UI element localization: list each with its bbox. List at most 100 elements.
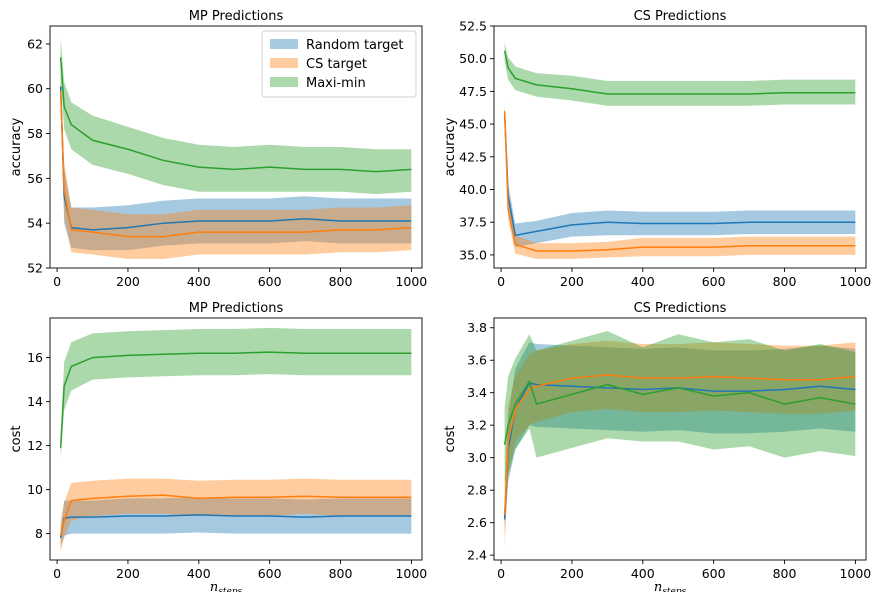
y-tick: 52.5 xyxy=(459,19,494,34)
x-tick: 800 xyxy=(329,268,352,289)
line-maxi-min xyxy=(503,50,856,95)
line-cs-target xyxy=(59,494,412,536)
x-tick: 0 xyxy=(53,560,61,581)
x-tick-label: 1000 xyxy=(839,274,871,289)
y-tick-label: 16 xyxy=(27,350,43,365)
y-tick-label: 40.0 xyxy=(459,182,487,197)
x-tick-label: 1000 xyxy=(395,274,427,289)
line-random-target xyxy=(59,514,412,539)
legend-label: CS target xyxy=(306,57,367,72)
x-tick-label: 400 xyxy=(187,274,211,289)
y-tick-label: 58 xyxy=(27,126,43,141)
x-axis-label: nsteps xyxy=(654,580,687,592)
line-maxi-min xyxy=(59,351,412,448)
plot-area xyxy=(59,37,412,260)
x-tick-label: 400 xyxy=(631,566,655,581)
y-axis-label: accuracy xyxy=(9,117,24,176)
y-tick: 3.8 xyxy=(467,320,494,335)
y-tick: 62 xyxy=(27,36,50,51)
x-tick: 200 xyxy=(560,268,584,289)
band-cs-target xyxy=(504,103,856,259)
x-tick-label: 0 xyxy=(497,274,505,289)
x-tick: 1000 xyxy=(839,268,871,289)
axes-frame xyxy=(49,25,423,269)
line-maxi-min xyxy=(503,379,856,445)
legend-swatch xyxy=(270,39,298,49)
legend-label: Random target xyxy=(306,38,403,53)
x-tick: 200 xyxy=(116,268,140,289)
y-tick-label: 47.5 xyxy=(459,84,487,99)
y-axis-label: accuracy xyxy=(443,117,458,176)
x-tick-label: 400 xyxy=(187,566,211,581)
y-tick-label: 2.8 xyxy=(467,483,487,498)
legend-label: Maxi-min xyxy=(306,76,366,91)
x-tick: 600 xyxy=(258,560,282,581)
x-tick-label: 600 xyxy=(258,566,282,581)
panel-0: 0 200 400 600 800 1000 52 54 56 58 60 62 MP Predicti… xyxy=(9,9,427,289)
y-tick: 3.2 xyxy=(467,418,494,433)
y-tick: 42.5 xyxy=(459,149,494,164)
y-tick: 3.4 xyxy=(467,385,494,400)
axes-frame xyxy=(49,317,423,561)
panel-title: CS Predictions xyxy=(634,9,727,24)
y-tick: 56 xyxy=(27,171,50,186)
y-tick-label: 54 xyxy=(27,216,43,231)
y-tick-label: 56 xyxy=(27,171,43,186)
y-tick: 16 xyxy=(27,350,50,365)
line-maxi-min xyxy=(59,57,412,173)
x-tick-label: 200 xyxy=(116,566,140,581)
y-tick-label: 2.6 xyxy=(467,515,487,530)
x-tick: 0 xyxy=(497,268,505,289)
y-tick: 54 xyxy=(27,216,50,231)
y-tick: 8 xyxy=(35,526,50,541)
y-tick-label: 3.8 xyxy=(467,320,487,335)
y-tick: 50.0 xyxy=(459,51,494,66)
y-tick: 2.6 xyxy=(467,515,494,530)
y-tick: 14 xyxy=(27,394,50,409)
x-tick: 200 xyxy=(560,560,584,581)
y-tick: 47.5 xyxy=(459,84,494,99)
y-tick-label: 45.0 xyxy=(459,117,487,132)
x-axis-label: nsteps xyxy=(210,580,243,592)
y-tick: 2.4 xyxy=(467,548,494,563)
y-tick-label: 8 xyxy=(35,526,43,541)
x-tick-label: 400 xyxy=(631,274,655,289)
band-random-target xyxy=(60,70,412,251)
line-cs-target xyxy=(503,111,856,252)
band-random-target xyxy=(60,497,412,547)
y-tick-label: 52.5 xyxy=(459,19,487,34)
x-tick: 400 xyxy=(631,560,655,581)
x-tick: 1000 xyxy=(839,560,871,581)
x-tick-label: 200 xyxy=(560,274,584,289)
y-tick-label: 3.0 xyxy=(467,450,487,465)
x-tick-label: 0 xyxy=(497,566,505,581)
x-tick: 400 xyxy=(631,268,655,289)
legend-swatch xyxy=(270,77,298,87)
x-tick: 800 xyxy=(773,560,796,581)
y-tick-label: 35.0 xyxy=(459,247,487,262)
band-cs-target xyxy=(504,340,856,548)
y-tick: 12 xyxy=(27,438,50,453)
axes-frame xyxy=(493,317,867,561)
panel-title: MP Predictions xyxy=(189,301,284,316)
line-cs-target xyxy=(59,90,412,238)
line-random-target xyxy=(503,113,856,237)
band-random-target xyxy=(504,105,856,248)
y-tick: 52 xyxy=(27,261,50,276)
y-tick-label: 3.2 xyxy=(467,418,487,433)
x-tick: 0 xyxy=(53,268,61,289)
line-cs-target xyxy=(503,374,856,515)
x-tick: 200 xyxy=(116,560,140,581)
x-tick-label: 800 xyxy=(773,274,797,289)
y-tick-label: 50.0 xyxy=(459,51,487,66)
y-tick: 35.0 xyxy=(459,247,494,262)
x-tick-label: 600 xyxy=(702,566,726,581)
y-tick: 60 xyxy=(27,81,50,96)
y-tick-label: 14 xyxy=(27,394,43,409)
x-tick-label: 800 xyxy=(329,566,353,581)
y-tick-label: 3.4 xyxy=(467,385,487,400)
y-tick-label: 12 xyxy=(27,438,43,453)
x-tick-label: 200 xyxy=(560,566,584,581)
band-maxi-min xyxy=(60,37,412,195)
x-tick-label: 0 xyxy=(53,566,61,581)
